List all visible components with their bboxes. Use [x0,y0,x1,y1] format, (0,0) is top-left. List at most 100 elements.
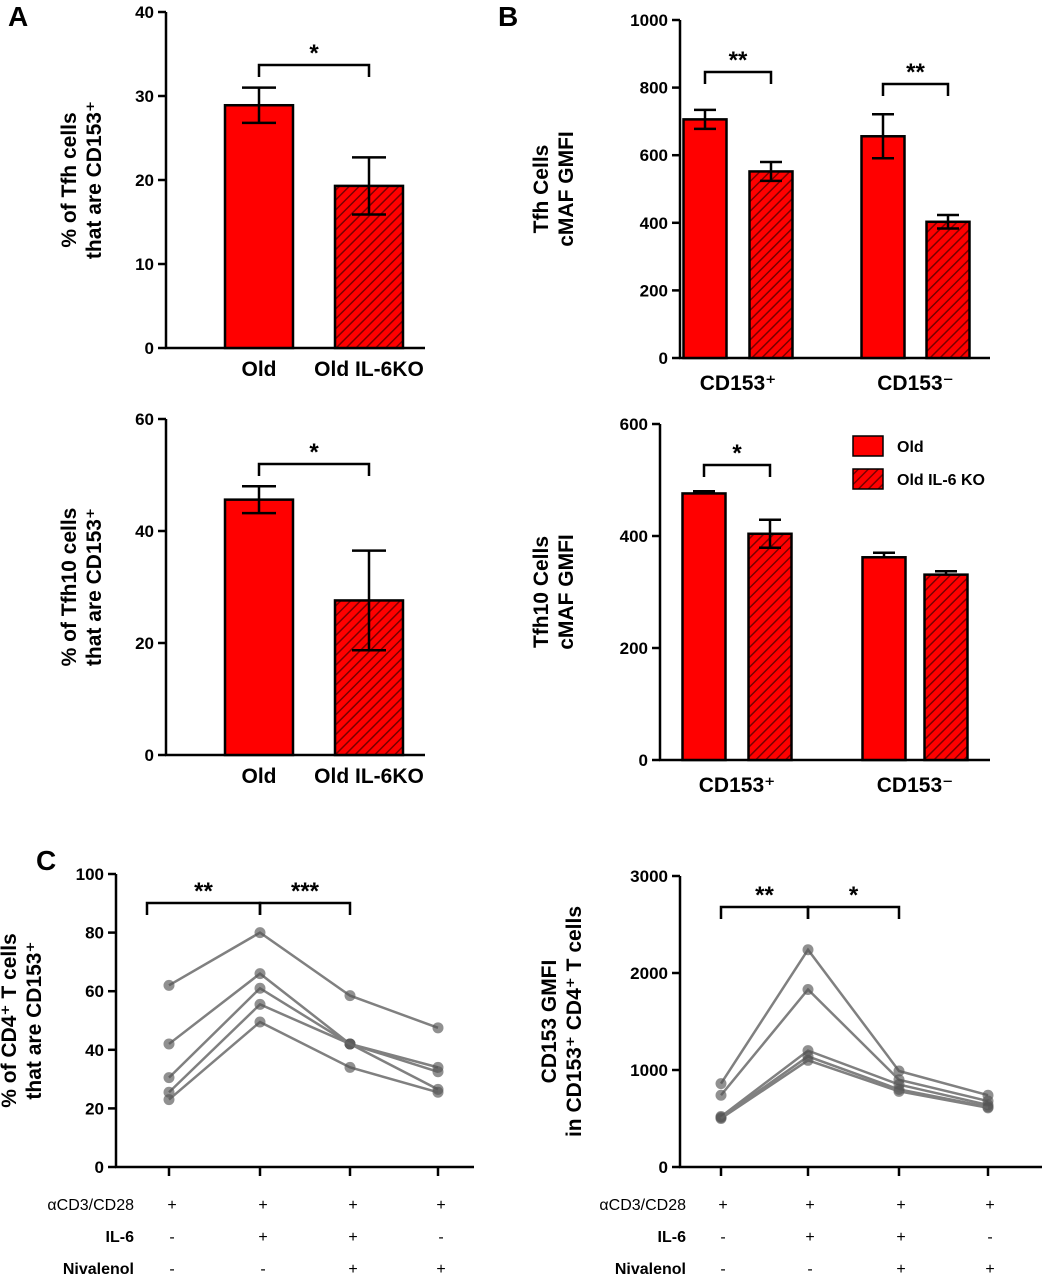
condition-row-label: Nivalenol [63,1261,134,1278]
bar-solid [682,118,728,360]
data-point [432,1066,444,1078]
y-tick-label: 40 [135,3,154,22]
bar-hatched [923,573,969,762]
data-point [802,944,814,956]
y-tick-label: 400 [640,214,668,233]
condition-row-label: IL-6 [658,1229,687,1246]
y-tick-label: 0 [659,1158,668,1177]
y-axis-label: % of Tfh cellsthat are CD153⁺ [58,101,106,259]
condition-symbol: + [985,1261,994,1278]
x-category-label: Old IL-6KO [314,765,424,788]
panel-label-a: A [8,1,28,32]
x-category-label: CD153⁻ [877,372,953,395]
chart-tfh-cmaf-gmfi: 0 200 400 600 800 1000 Tfh CellscMAF GMFI CD153… [530,11,990,395]
y-tick-label: 400 [620,527,648,546]
y-tick-label: 0 [95,1158,104,1177]
series-line [168,1020,439,1101]
data-point [893,1065,905,1077]
bar-solid [223,103,295,350]
legend-swatch [852,468,884,490]
significance-bracket [257,462,371,476]
y-tick-label: 20 [85,1099,104,1118]
condition-symbol: - [169,1229,174,1246]
data-point [715,1113,727,1124]
y-tick-label: 80 [85,924,104,943]
y-tick-label: 20 [135,171,154,190]
condition-symbol: + [985,1197,994,1214]
data-point [254,1016,266,1028]
condition-symbol: - [438,1229,443,1246]
x-category-label: Old [242,765,277,788]
y-axis-label: Tfh CellscMAF GMFI [530,131,578,247]
condition-symbol: + [896,1229,905,1246]
y-tick-label: 60 [85,982,104,1001]
y-tick-label: 2000 [630,964,668,983]
condition-symbol: + [348,1261,357,1278]
condition-row-label: IL-6 [106,1229,135,1246]
bar-hatched [925,220,971,360]
condition-symbol: - [169,1261,174,1278]
condition-row-label: αCD3/CD28 [47,1197,134,1214]
chart-tfh-cd153-percent: 0 10 20 30 40 % of Tfh cellsthat are CD153⁺ Ol… [58,3,425,381]
condition-symbol: + [805,1229,814,1246]
data-point [254,968,266,980]
y-tick-label: 1000 [630,1061,668,1080]
bar-hatched [747,532,793,762]
condition-symbol: + [896,1197,905,1214]
panel-label-c: C [36,845,56,876]
significance-label: * [309,439,319,466]
y-axis-label: % of Tfh10 cellsthat are CD153⁺ [58,508,106,667]
series-line [719,947,989,1097]
condition-row-label: αCD3/CD28 [599,1197,686,1214]
significance-label: ** [755,882,774,909]
chart-tfh10-cmaf-gmfi: 0 200 400 600 Tfh10 CellscMAF GMFI CD153⁺ CD15… [530,415,990,797]
data-point [432,1086,444,1098]
y-tick-label: 0 [639,751,648,770]
x-category-label: Old IL-6KO [314,358,424,381]
x-category-label: CD153⁺ [699,774,775,797]
series-line [168,1002,439,1094]
significance-label: ** [194,878,213,905]
y-tick-label: 0 [659,349,668,368]
condition-symbol: + [348,1229,357,1246]
data-point [344,1061,356,1073]
condition-symbol: - [720,1229,725,1246]
y-tick-label: 40 [135,522,154,541]
data-point [163,1094,175,1106]
data-point [893,1085,905,1097]
condition-symbol: + [896,1261,905,1278]
significance-label: * [309,40,319,67]
significance-label: ** [906,59,925,86]
data-point [163,979,175,991]
x-category-label: CD153⁺ [700,372,776,395]
data-point [254,998,266,1010]
series-line [720,1058,989,1120]
data-point [344,990,356,1002]
significance-label: ** [729,47,748,74]
condition-symbol: + [436,1197,445,1214]
y-tick-label: 200 [620,639,648,658]
chart-cd153-gmfi: 0 1000 2000 3000 CD153 GMFIin CD153⁺ CD4⁺ T … [538,867,1042,1278]
condition-symbol: + [258,1229,267,1246]
bar-solid [223,498,295,757]
y-tick-label: 600 [620,415,648,434]
y-tick-label: 3000 [630,867,668,886]
condition-symbol: - [987,1229,992,1246]
bar-hatched [748,170,794,360]
y-tick-label: 40 [85,1041,104,1060]
condition-symbol: - [260,1261,265,1278]
y-tick-label: 800 [640,79,668,98]
series-line [720,1055,989,1119]
condition-row-label: Nivalenol [615,1261,686,1278]
y-tick-label: 100 [76,865,104,884]
significance-bracket [702,463,772,477]
y-tick-label: 200 [640,281,668,300]
y-tick-label: 0 [145,746,154,765]
y-tick-label: 1000 [630,11,668,30]
data-point [715,1089,727,1101]
y-tick-label: 10 [135,255,154,274]
y-tick-label: 0 [145,339,154,358]
y-axis-label: % of CD4⁺ T cellsthat are CD153⁺ [0,933,46,1107]
data-point [982,1102,994,1114]
